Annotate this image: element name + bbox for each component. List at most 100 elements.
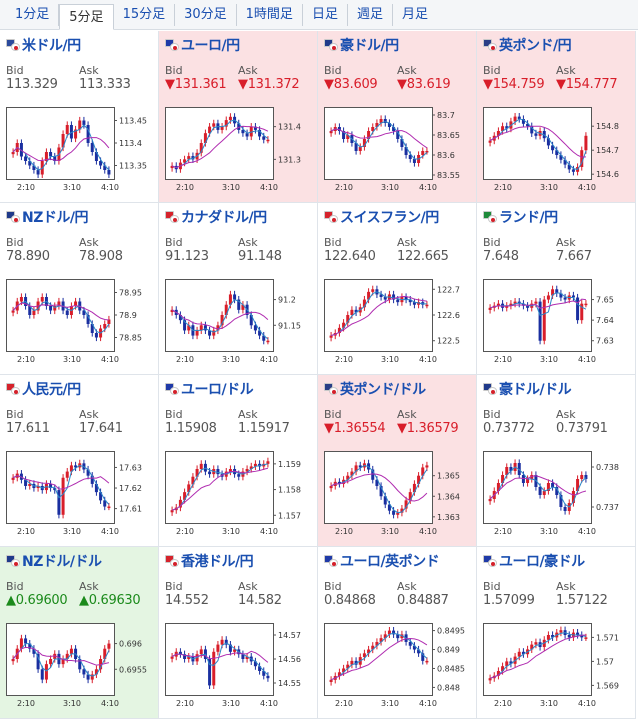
- pair-name[interactable]: ユーロ/豪ドル: [499, 554, 585, 570]
- tab-timeframe[interactable]: 週足: [348, 3, 393, 26]
- candle-body: [517, 116, 521, 119]
- ma-long-line: [12, 475, 110, 490]
- candle-body: [49, 483, 53, 489]
- currency-pair-card[interactable]: ユーロ/豪ドル Bid Ask 1.57099 1.57122 1.571 1.5…: [477, 547, 636, 719]
- bid-value: 17.611: [6, 421, 50, 436]
- bid-value: 91.123: [165, 249, 209, 264]
- mini-candlestick-chart[interactable]: 122.7 122.6 122.5 2:10 3:10 4:10: [324, 275, 472, 363]
- candle-body: [551, 145, 555, 151]
- mini-candlestick-chart[interactable]: 14.57 14.56 14.55 2:10 3:10 4:10: [165, 619, 313, 707]
- pair-name[interactable]: NZドル/ドル: [22, 554, 102, 570]
- pair-title[interactable]: ユーロ/英ポンド: [324, 552, 440, 570]
- mini-candlestick-chart[interactable]: 78.95 78.9 78.85 2:10 3:10 4:10: [6, 275, 154, 363]
- pair-title[interactable]: 豪ドル/ドル: [483, 380, 572, 398]
- bid-value: 113.329: [6, 77, 58, 92]
- tab-timeframe[interactable]: 30分足: [175, 3, 237, 26]
- tab-timeframe[interactable]: 5分足: [59, 3, 114, 30]
- pair-name[interactable]: 米ドル/円: [22, 38, 81, 54]
- currency-pair-card[interactable]: 豪ドル/ドル Bid Ask 0.73772 0.73791 0.738 0.73…: [477, 375, 636, 547]
- mini-candlestick-chart[interactable]: 0.696 0.6955 2:10 3:10 4:10: [6, 619, 154, 707]
- pair-name[interactable]: 豪ドル/円: [340, 38, 399, 54]
- pair-name[interactable]: ユーロ/ドル: [181, 382, 254, 398]
- tab-timeframe[interactable]: 1分足: [6, 3, 60, 26]
- mini-candlestick-chart[interactable]: 113.45 113.4 113.35 2:10 3:10 4:10: [6, 103, 154, 191]
- plot-area: [483, 279, 592, 352]
- pair-title[interactable]: ユーロ/ドル: [165, 380, 254, 398]
- mini-candlestick-chart[interactable]: 1.365 1.364 1.363 2:10 3:10 4:10: [324, 447, 472, 535]
- pair-name[interactable]: ユーロ/円: [181, 38, 240, 54]
- chart-svg: 83.7 83.65 83.6 83.55 2:10 3:10 4:10: [324, 107, 460, 191]
- pair-title[interactable]: 豪ドル/円: [324, 36, 399, 54]
- pair-title[interactable]: 英ポンド/ドル: [324, 380, 426, 398]
- mini-candlestick-chart[interactable]: 131.4 131.3 2:10 3:10 4:10: [165, 103, 313, 191]
- mini-candlestick-chart[interactable]: 17.63 17.62 17.61 2:10 3:10 4:10: [6, 447, 154, 535]
- mini-candlestick-chart[interactable]: 91.2 91.15 2:10 3:10 4:10: [165, 275, 313, 363]
- x-tick-label: 2:10: [494, 527, 512, 535]
- currency-pair-card[interactable]: 人民元/円 Bid Ask 17.611 17.641 17.63 17.62 17…: [0, 375, 159, 547]
- mini-candlestick-chart[interactable]: 154.8 154.7 154.6 2:10 3:10 4:10: [483, 103, 631, 191]
- currency-pair-card[interactable]: 香港ドル/円 Bid Ask 14.552 14.582 14.57 14.56 1…: [159, 547, 318, 719]
- candle-body: [183, 654, 187, 659]
- pair-name[interactable]: 香港ドル/円: [181, 554, 254, 570]
- pair-name[interactable]: NZドル/円: [22, 210, 88, 226]
- pair-name[interactable]: スイスフラン/円: [340, 210, 439, 226]
- pair-title[interactable]: 英ポンド/円: [483, 36, 572, 54]
- tab-timeframe[interactable]: 日足: [303, 3, 348, 26]
- candle-body: [509, 303, 513, 306]
- currency-pair-card[interactable]: 豪ドル/円 Bid Ask ▼83.609 ▼83.619 83.7 83.65 8…: [318, 31, 477, 203]
- pair-title[interactable]: NZドル/ドル: [6, 552, 102, 570]
- pair-title[interactable]: ランド/円: [483, 208, 558, 226]
- mini-candlestick-chart[interactable]: 83.7 83.65 83.6 83.55 2:10 3:10 4:10: [324, 103, 472, 191]
- currency-pair-card[interactable]: 英ポンド/ドル Bid Ask ▼1.36554 ▼1.36579 1.365 1…: [318, 375, 477, 547]
- tab-timeframe[interactable]: 15分足: [114, 3, 176, 26]
- currency-pair-card[interactable]: NZドル/円 Bid Ask 78.890 78.908 78.95 78.9 78…: [0, 203, 159, 375]
- candle-body: [195, 330, 199, 336]
- pair-title[interactable]: NZドル/円: [6, 208, 88, 226]
- chart-svg: 0.8495 0.849 0.8485 0.848 2:10 3:10 4:10: [324, 623, 465, 707]
- pair-name[interactable]: 人民元/円: [22, 382, 81, 398]
- currency-pair-card[interactable]: ユーロ/ドル Bid Ask 1.15908 1.15917 1.159 1.15…: [159, 375, 318, 547]
- timeframe-tabs: 1分足 5分足 15分足 30分足 1時間足 日足 週足 月足: [0, 0, 638, 30]
- candle-body: [379, 485, 383, 497]
- currency-pair-card[interactable]: 英ポンド/円 Bid Ask ▼154.759 ▼154.777 154.8 15…: [477, 31, 636, 203]
- currency-pair-card[interactable]: カナダドル/円 Bid Ask 91.123 91.148 91.2 91.15 2…: [159, 203, 318, 375]
- candle-body: [379, 638, 383, 642]
- pair-title[interactable]: スイスフラン/円: [324, 208, 439, 226]
- pair-name[interactable]: ランド/円: [499, 210, 558, 226]
- currency-pair-card[interactable]: スイスフラン/円 Bid Ask 122.640 122.665 122.7 12…: [318, 203, 477, 375]
- currency-pair-card[interactable]: ユーロ/英ポンド Bid Ask 0.84868 0.84887 0.8495 0…: [318, 547, 477, 719]
- currency-pair-card[interactable]: ランド/円 Bid Ask 7.648 7.667 7.65 7.64 7.63 2:…: [477, 203, 636, 375]
- y-tick-label: 1.158: [278, 486, 301, 495]
- currency-pair-card[interactable]: ユーロ/円 Bid Ask ▼131.361 ▼131.372 131.4 131…: [159, 31, 318, 203]
- candle-body: [170, 165, 174, 169]
- pair-name[interactable]: 豪ドル/ドル: [499, 382, 572, 398]
- candle-body: [367, 649, 371, 654]
- candle-body: [253, 126, 257, 130]
- candle-body: [233, 649, 237, 652]
- mini-candlestick-chart[interactable]: 1.159 1.158 1.157 2:10 3:10 4:10: [165, 447, 313, 535]
- pair-name[interactable]: カナダドル/円: [181, 210, 267, 226]
- candle-body: [86, 315, 90, 324]
- currency-pair-card[interactable]: NZドル/ドル Bid Ask ▲0.69600 ▲0.69630 0.696 0…: [0, 547, 159, 719]
- mini-candlestick-chart[interactable]: 7.65 7.64 7.63 2:10 3:10 4:10: [483, 275, 631, 363]
- currency-pair-card[interactable]: 米ドル/円 Bid Ask 113.329 113.333 113.45 113.…: [0, 31, 159, 203]
- ask-label: Ask: [556, 236, 576, 249]
- candle-body: [170, 309, 174, 313]
- y-tick-label: 122.5: [437, 337, 460, 346]
- candle-body: [258, 666, 262, 671]
- pair-name[interactable]: ユーロ/英ポンド: [340, 554, 440, 570]
- pair-title[interactable]: ユーロ/豪ドル: [483, 552, 585, 570]
- mini-candlestick-chart[interactable]: 0.8495 0.849 0.8485 0.848 2:10 3:10 4:10: [324, 619, 472, 707]
- pair-title[interactable]: 香港ドル/円: [165, 552, 254, 570]
- pair-name[interactable]: 英ポンド/円: [499, 38, 572, 54]
- pair-title[interactable]: 人民元/円: [6, 380, 81, 398]
- tab-timeframe[interactable]: 1時間足: [237, 3, 303, 26]
- mini-candlestick-chart[interactable]: 0.738 0.737 2:10 3:10 4:10: [483, 447, 631, 535]
- pair-title[interactable]: カナダドル/円: [165, 208, 267, 226]
- candle-body: [530, 126, 534, 134]
- pair-title[interactable]: 米ドル/円: [6, 36, 81, 54]
- tab-timeframe[interactable]: 月足: [401, 6, 428, 22]
- mini-candlestick-chart[interactable]: 1.571 1.57 1.569 2:10 3:10 4:10: [483, 619, 631, 707]
- pair-name[interactable]: 英ポンド/ドル: [340, 382, 426, 398]
- pair-title[interactable]: ユーロ/円: [165, 36, 240, 54]
